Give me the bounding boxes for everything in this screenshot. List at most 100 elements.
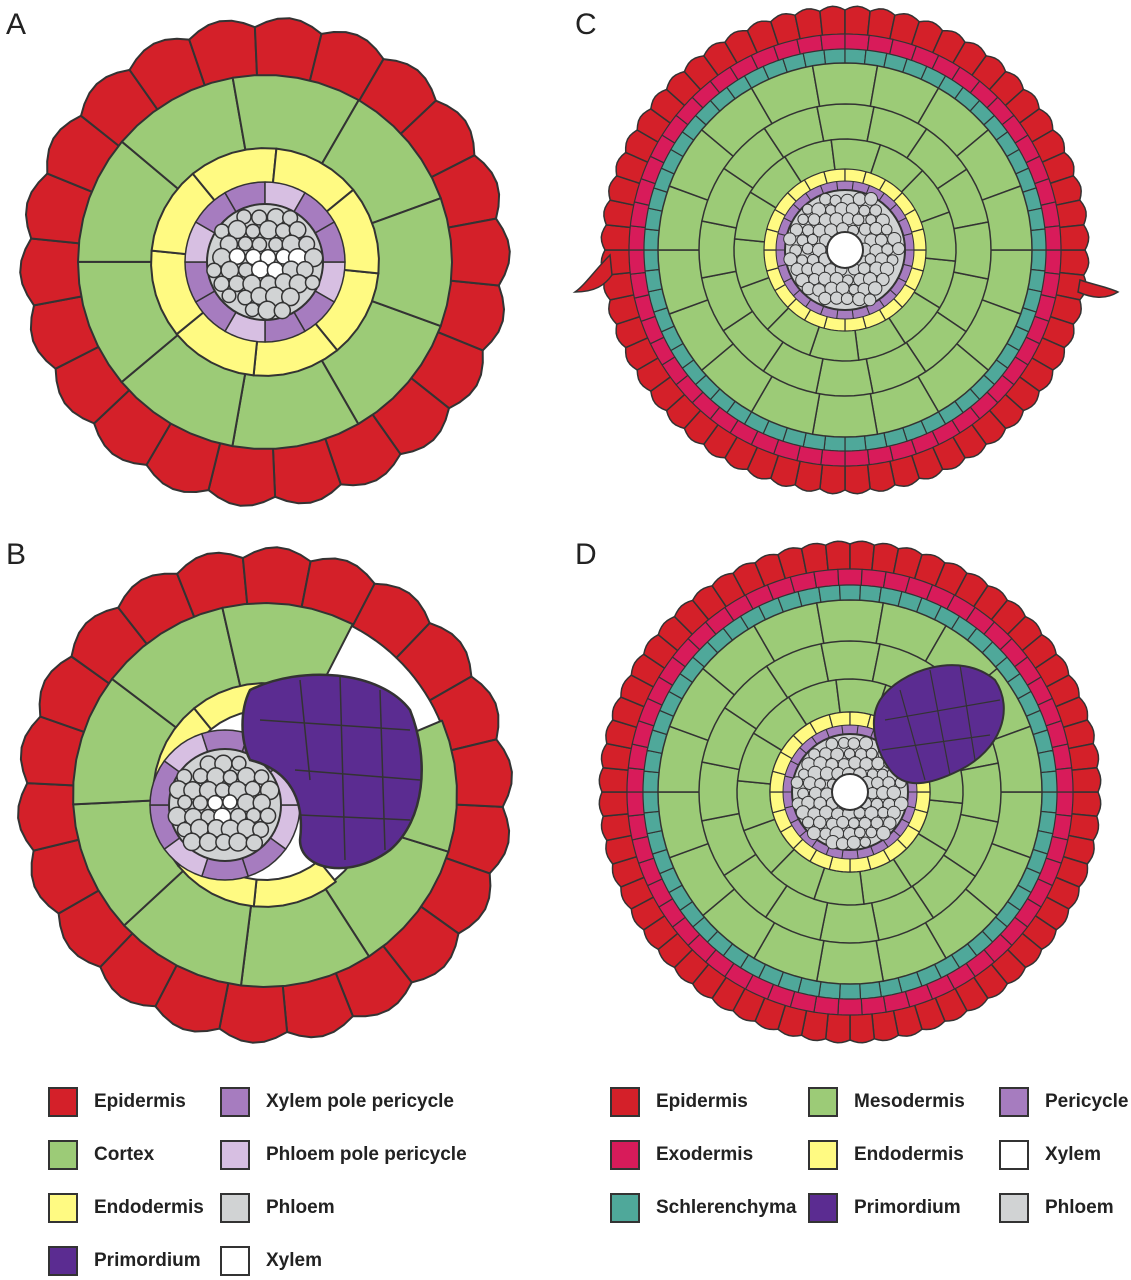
vascular-cell: [807, 826, 821, 841]
legend-label: Exodermis: [656, 1144, 754, 1165]
legend-item-phloem: Phloem: [220, 1191, 335, 1225]
vascular-cell: [854, 826, 866, 839]
vascular-cell: [859, 836, 871, 848]
vascular-cell: [206, 262, 222, 279]
legend-label: Endodermis: [94, 1197, 204, 1218]
vascular-cell: [245, 834, 264, 852]
panel-d-maize-root-section-with-primordium: [598, 540, 1102, 1044]
vascular-cell: [870, 816, 884, 830]
epidermis-cell: [1066, 742, 1100, 771]
vascular-cell: [806, 233, 819, 246]
vascular-cell: [801, 242, 814, 255]
primordium-cell-wall: [929, 669, 951, 776]
panel-a-arabidopsis-root-section: [19, 17, 511, 507]
legend-label: Phloem pole pericycle: [266, 1144, 467, 1165]
vascular-cell: [245, 223, 261, 239]
vascular-cell: [280, 287, 300, 307]
mesodermis-cell: [698, 761, 741, 822]
legend-item-schlerenchyma: Schlerenchyma: [610, 1191, 796, 1225]
panel-label-a: A: [6, 8, 27, 41]
panel-label-c: C: [575, 8, 597, 41]
epidermis-cell: [218, 980, 289, 1044]
swatch-xylem: [220, 1246, 250, 1276]
vascular-cell: [865, 747, 878, 760]
swatch-xylem-pole-pericycle: [220, 1087, 250, 1117]
legend-label: Primordium: [94, 1250, 201, 1271]
primordium-cell-wall: [299, 679, 311, 781]
legend-item-phloem: Phloem: [999, 1191, 1114, 1225]
epidermis-cell: [849, 1012, 876, 1044]
epidermis-cell: [800, 542, 829, 576]
pericycle-cell: [836, 309, 854, 320]
vascular-cell: [868, 281, 883, 296]
swatch-epidermis: [610, 1087, 640, 1117]
legend-item-epidermis: Epidermis: [610, 1085, 748, 1119]
vascular-cell: [840, 292, 854, 306]
vascular-cell: [192, 795, 209, 811]
swatch-schlerenchyma: [610, 1193, 640, 1223]
panel-c-maize-root-section: [572, 5, 1120, 495]
legend-item-endodermis: Endodermis: [48, 1191, 204, 1225]
legend-left: Epidermis Cortex Endodermis Primordium X…: [48, 1085, 548, 1278]
vascular-cell: [228, 832, 248, 852]
vascular-cell: [830, 291, 844, 305]
mesodermis-cell: [815, 357, 874, 397]
vascular-cell: [876, 825, 891, 841]
epidermis-cell: [598, 791, 630, 818]
mesodermis-cell: [811, 392, 879, 438]
legend-item-xylem: Xylem: [220, 1244, 322, 1278]
vascular-cell: [802, 203, 814, 215]
primordium-cell-wall: [899, 689, 926, 781]
primordium-cell-wall: [959, 664, 976, 761]
vascular-cell: [880, 223, 893, 236]
swatch-exodermis: [610, 1140, 640, 1170]
epidermis-cell: [819, 5, 846, 37]
primordium-cell-wall: [299, 814, 411, 821]
vascular-cell: [886, 785, 901, 800]
legend-item-mesodermis: Mesodermis: [808, 1085, 965, 1119]
mesodermis-cell: [698, 220, 738, 279]
legend-item-endodermis: Endodermis: [808, 1138, 964, 1172]
primordium-cell-wall: [294, 769, 421, 781]
vascular-cell: [848, 756, 862, 770]
legend-item-xylem: Xylem: [999, 1138, 1101, 1172]
vascular-cell: [198, 832, 219, 852]
epidermis-cell: [445, 217, 511, 287]
swatch-phloem: [999, 1193, 1029, 1223]
pericycle-cell: [841, 849, 859, 860]
mesodermis-cell: [816, 103, 875, 143]
vascular-cell: [883, 816, 897, 830]
swatch-phloem-pole-pericycle: [220, 1140, 250, 1170]
vascular-cell: [864, 192, 878, 206]
vascular-cell: [222, 794, 238, 810]
vascular-cell: [835, 837, 850, 851]
legend-item-epidermis: Epidermis: [48, 1085, 186, 1119]
mesodermis-cell: [815, 938, 885, 985]
mesodermis-cell: [815, 599, 885, 646]
legend-item-xylem-pole-pericycle: Xylem pole pericycle: [220, 1085, 454, 1119]
epidermis-cell: [871, 1008, 900, 1042]
epidermis-cell: [17, 782, 82, 852]
panel-label-d: D: [575, 538, 597, 571]
mesodermis-cell: [959, 762, 1002, 823]
swatch-mesodermis: [808, 1087, 838, 1117]
vascular-cell: [892, 242, 906, 256]
primordium: [241, 673, 423, 870]
vascular-cell: [797, 213, 809, 226]
vascular-cell: [818, 291, 832, 306]
vascular-cell: [852, 213, 865, 226]
legend-label: Endodermis: [854, 1144, 964, 1165]
vascular-cell: [846, 835, 862, 850]
legend-label: Xylem: [1045, 1144, 1101, 1165]
vascular-cell: [273, 301, 292, 320]
legend-item-primordium: Primordium: [48, 1244, 201, 1278]
epidermis-cell: [1058, 224, 1090, 251]
vascular-cell: [859, 736, 873, 751]
vascular-cell: [877, 806, 890, 819]
vascular-cell: [813, 815, 827, 830]
exodermis-cell: [837, 568, 863, 587]
legend-label: Mesodermis: [854, 1091, 965, 1112]
mesodermis-cell: [811, 62, 879, 108]
mesodermis-cell: [952, 221, 992, 280]
primordium-cell-wall: [884, 699, 1001, 721]
